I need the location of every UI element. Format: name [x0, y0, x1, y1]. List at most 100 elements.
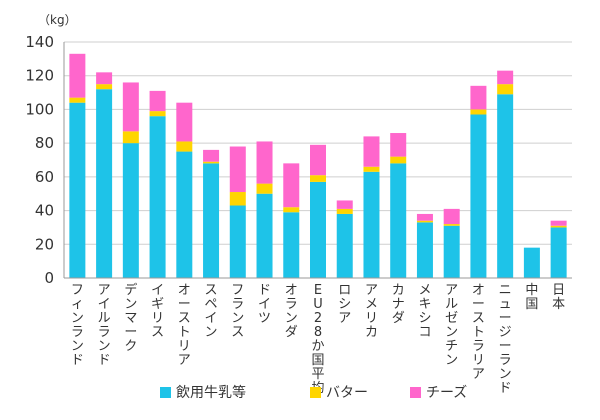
bar-stack: [497, 70, 514, 278]
bar-stack: [363, 136, 380, 278]
bar-segment: [363, 166, 380, 172]
bar-segment: [310, 181, 326, 278]
bar-segment: [443, 224, 460, 226]
x-tick-label: オーストリア: [178, 283, 191, 368]
bar-segment: [176, 141, 193, 152]
bar-segment: [149, 116, 166, 279]
bar-segment: [149, 90, 166, 112]
bar-segment: [470, 109, 487, 115]
y-tick-label: 0: [44, 269, 54, 287]
bar-stack: [443, 208, 460, 278]
x-tick-label: ロシア: [338, 283, 351, 326]
legend-swatch: [310, 387, 321, 398]
bar-segment: [283, 207, 300, 213]
bar-stack: [229, 146, 246, 278]
y-tick-label: 140: [25, 33, 54, 51]
bar-segment: [69, 97, 86, 103]
bar-segment: [523, 247, 540, 278]
bar-segment: [363, 171, 380, 278]
bar-segment: [229, 192, 246, 206]
bar-segment: [550, 227, 567, 278]
bar-segment: [149, 111, 166, 117]
bar-stack: [310, 144, 326, 278]
x-tick-label: スペイン: [205, 283, 218, 340]
bar-segment: [229, 205, 246, 278]
bar-stack: [336, 200, 353, 278]
x-tick-label: ドイツ: [258, 283, 271, 326]
bar-segment: [256, 183, 273, 194]
x-tick-label: カナダ: [392, 283, 405, 326]
y-tick-label: 100: [25, 100, 54, 118]
x-tick-label: ニュージーランド: [499, 283, 512, 396]
x-tick-label: EU28か国平均: [311, 283, 324, 396]
legend-swatch: [410, 387, 421, 398]
bar-stack: [149, 90, 166, 279]
bar-segment: [336, 208, 353, 214]
bar-segment: [390, 156, 407, 164]
y-tick-label: 20: [35, 235, 54, 253]
bar-segment: [69, 102, 86, 278]
bar-segment: [176, 151, 193, 278]
bar-segment: [416, 222, 433, 278]
legend-item: バター: [310, 385, 368, 401]
bar-segment: [69, 53, 86, 98]
bar-segment: [310, 144, 326, 176]
bar-stack: [122, 82, 139, 278]
bar-segment: [550, 225, 567, 228]
bar-stack: [470, 85, 487, 278]
y-tick-label: 80: [35, 134, 54, 152]
x-tick-label: デンマーク: [124, 282, 137, 354]
x-tick-label: アメリカ: [365, 283, 378, 340]
bar-segment: [470, 114, 487, 278]
bar-segment: [443, 208, 460, 225]
bar-stack: [523, 247, 540, 278]
bar-segment: [96, 89, 113, 278]
x-tick-label: アルゼンチン: [445, 283, 458, 368]
y-tick-label: 40: [35, 202, 54, 220]
bar-stack: [96, 72, 113, 278]
bar-segment: [497, 70, 514, 85]
bar-segment: [122, 131, 139, 144]
legend-item: 飲用牛乳等: [160, 384, 246, 401]
bar-stack: [69, 53, 86, 278]
bar-segment: [310, 175, 326, 182]
bar-segment: [256, 193, 273, 278]
bar-segment: [336, 200, 353, 209]
bar-stack: [283, 163, 300, 278]
legend: 飲用牛乳等 バター チーズ: [160, 384, 467, 401]
x-tick-label: アイルランド: [98, 283, 111, 368]
x-tick-label: フランス: [231, 283, 244, 340]
bars: [69, 53, 567, 279]
bar-stack: [256, 141, 273, 278]
bar-segment: [336, 213, 353, 278]
bar-segment: [229, 146, 246, 193]
y-tick-label: 60: [35, 168, 54, 186]
bar-stack: [176, 102, 193, 278]
bar-segment: [497, 94, 514, 278]
bar-segment: [203, 161, 220, 164]
bar-segment: [416, 220, 433, 223]
bar-segment: [550, 220, 567, 226]
y-axis-ticks: 0 20 40 60 80 100 120 140: [25, 33, 54, 287]
bar-segment: [416, 213, 433, 221]
bar-segment: [443, 225, 460, 278]
bar-segment: [283, 163, 300, 208]
legend-item: チーズ: [410, 385, 467, 401]
x-tick-label: フィンランド: [71, 283, 84, 368]
x-tick-label: オランダ: [285, 283, 298, 340]
bar-segment: [390, 133, 407, 157]
axes: [63, 42, 572, 279]
x-tick-label: オーストラリア: [472, 283, 485, 382]
legend-label: 飲用牛乳等: [176, 384, 246, 401]
legend-swatch: [160, 387, 171, 398]
bar-segment: [256, 141, 273, 184]
bar-segment: [96, 84, 113, 90]
bar-segment: [122, 82, 139, 132]
bar-stack: [203, 149, 220, 278]
legend-label: バター: [326, 385, 368, 401]
bar-stack: [550, 220, 567, 278]
x-tick-label: 日本: [552, 283, 565, 312]
